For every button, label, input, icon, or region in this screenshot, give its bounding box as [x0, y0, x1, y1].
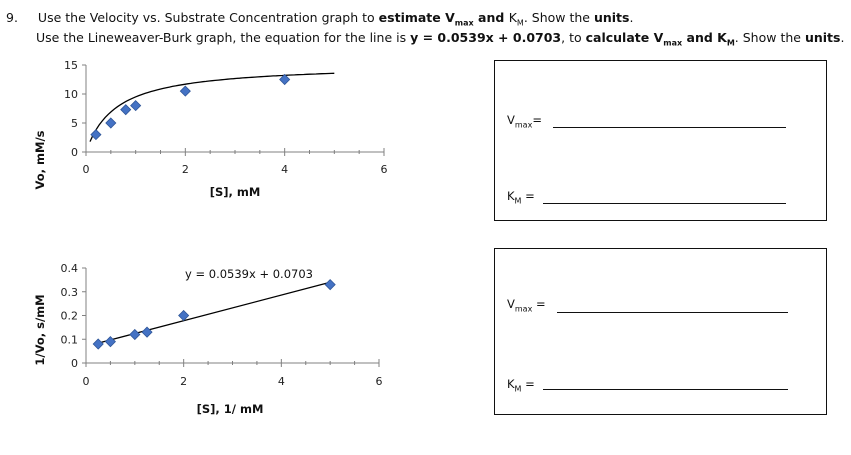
question-line-1: 9. Use the Velocity vs. Substrate Concen…: [6, 10, 633, 28]
data-point: [120, 104, 132, 116]
vmax-answer-label-2: Vmax =: [507, 297, 546, 313]
y-tick-label: 0.2: [61, 310, 79, 323]
question-2-end: .: [840, 30, 845, 45]
y-tick-label: 15: [64, 59, 78, 72]
x-tick-label: 0: [83, 163, 90, 176]
data-point: [129, 328, 141, 341]
x-tick-label: 4: [281, 163, 288, 176]
question-number: 9.: [6, 10, 18, 25]
question-2-vmax-subscript: max: [663, 38, 683, 48]
data-point: [105, 117, 117, 129]
answer-box-2: Vmax = KM =: [494, 248, 827, 415]
question-2-text: Use the Lineweaver-Burk graph, the equat…: [36, 30, 411, 45]
trendline-equation: y = 0.0539x + 0.0703: [185, 267, 313, 281]
question-1-text: Use the Velocity vs. Substrate Concentra…: [37, 10, 379, 25]
question-1-km-k: K: [508, 10, 517, 25]
km-answer-label-2: KM =: [507, 377, 535, 393]
y-tick-label: 10: [64, 88, 78, 101]
question-1-vmax-subscript: max: [454, 18, 474, 28]
question-2-tail: . Show the: [734, 30, 805, 45]
y-axis-title: 1/Vo, s/mM: [33, 294, 47, 365]
x-tick-label: 2: [182, 163, 189, 176]
lineweaver-burk-chart: 1/Vo, s/mM [S], 1/ mM y = 0.0539x + 0.07…: [22, 255, 422, 425]
km-label: K: [507, 189, 515, 203]
x-tick-label: 0: [83, 375, 90, 388]
km-answer-field-2[interactable]: [543, 389, 788, 390]
x-tick-label: 4: [278, 375, 285, 388]
x-tick-label: 2: [180, 375, 187, 388]
km-equals: =: [521, 189, 535, 203]
question-2-equation: y = 0.0539x + 0.0703: [410, 30, 562, 45]
vmax-subscript: max: [514, 120, 533, 130]
x-tick-label: 6: [376, 375, 383, 388]
km-answer-label: KM =: [507, 189, 535, 205]
lineweaver-burk-chart-svg: 1/Vo, s/mM [S], 1/ mM y = 0.0539x + 0.07…: [33, 262, 383, 416]
y-tick-label: 0.4: [61, 262, 79, 275]
vmax-equals: =: [532, 113, 542, 127]
trendline-curve: [89, 72, 335, 142]
x-tick-label: 6: [381, 163, 388, 176]
km-subscript: M: [514, 196, 522, 206]
y-tick-label: 0: [71, 357, 78, 370]
data-point: [324, 279, 336, 291]
x-axis-title: [S], 1/ mM: [197, 402, 264, 416]
question-1-end: .: [629, 10, 634, 25]
question-1-and: and: [473, 10, 509, 25]
y-tick-label: 0.3: [61, 286, 79, 299]
vmax-answer-label: Vmax=: [507, 113, 542, 129]
data-point: [179, 85, 191, 97]
vmax-label: V: [507, 113, 515, 127]
km-label: K: [507, 377, 515, 391]
data-point: [279, 73, 291, 86]
x-axis-title: [S], mM: [210, 185, 261, 199]
data-point: [178, 309, 190, 322]
question-2-units: units: [804, 30, 841, 45]
answer-box-1: Vmax= KM =: [494, 60, 827, 221]
data-point: [92, 338, 104, 350]
question-line-2: Use the Lineweaver-Burk graph, the equat…: [36, 30, 844, 48]
question-1-estimate-vmax: estimate V: [378, 10, 455, 25]
data-point: [90, 129, 102, 141]
velocity-vs-substrate-chart: Vo, mM/s [S], mM 0 5 10 15 0 2 4 6: [22, 55, 422, 215]
question-1-tail: . Show the: [523, 10, 594, 25]
vmax-answer-field-2[interactable]: [557, 312, 788, 313]
question-1-km-subscript: M: [516, 18, 524, 28]
y-axis-title: Vo, mM/s: [33, 130, 47, 189]
question-2-mid: , to: [561, 30, 586, 45]
km-equals: =: [521, 377, 535, 391]
question-1-units: units: [593, 10, 630, 25]
data-point: [104, 336, 116, 348]
y-tick-label: 0.1: [61, 333, 79, 346]
data-point: [130, 100, 142, 112]
data-point: [141, 326, 153, 338]
vmax-answer-field[interactable]: [553, 127, 786, 128]
y-tick-label: 0: [71, 146, 78, 159]
velocity-chart-svg: Vo, mM/s [S], mM 0 5 10 15 0 2 4 6: [33, 59, 388, 199]
vmax-subscript: max: [514, 304, 533, 314]
vmax-label: V: [507, 297, 515, 311]
km-subscript: M: [514, 384, 522, 394]
y-tick-label: 5: [71, 117, 78, 130]
vmax-equals: =: [532, 297, 546, 311]
question-2-calc-vmax: calculate V: [585, 30, 664, 45]
question-2-and-km: and K: [682, 30, 727, 45]
question-2-km-subscript: M: [726, 38, 735, 48]
km-answer-field[interactable]: [543, 203, 786, 204]
